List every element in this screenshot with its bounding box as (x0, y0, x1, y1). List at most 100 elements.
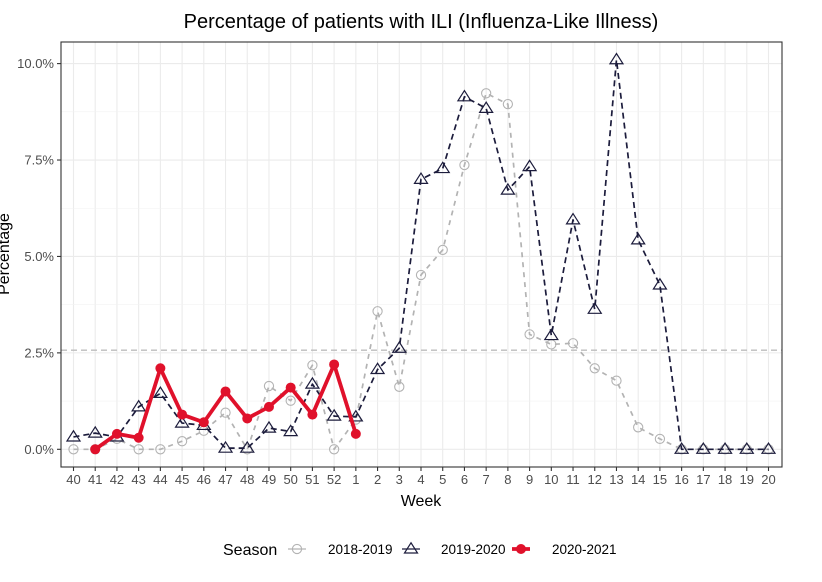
legend: Season 2018-2019 2019-2020 2020-2021 (223, 541, 617, 559)
point-2018-2019 (155, 444, 166, 455)
point-2018-2019 (133, 444, 144, 455)
legend-label: 2020-2021 (552, 542, 617, 557)
point-2018-2019 (220, 407, 231, 418)
point-2018-2019 (328, 444, 340, 455)
x-tick-label: 49 (262, 472, 276, 487)
point-2018-2019 (481, 88, 492, 99)
point-2019-2020 (456, 89, 473, 102)
point-2020-2021 (242, 413, 253, 424)
x-axis-title: Week (401, 493, 443, 510)
legend-label: 2018-2019 (328, 542, 393, 557)
series-line-2019-2020 (73, 58, 769, 451)
x-tick-label: 51 (305, 472, 319, 487)
point-2019-2020 (630, 232, 646, 245)
point-2019-2020 (326, 408, 342, 421)
x-tick-label: 48 (240, 472, 254, 487)
point-2020-2021 (111, 428, 122, 439)
point-2018-2019 (307, 360, 318, 371)
x-tick-label: 6 (461, 472, 468, 487)
point-2018-2019 (611, 375, 622, 386)
point-2018-2019 (68, 444, 79, 455)
point-2019-2020 (674, 441, 690, 454)
x-tick-label: 7 (483, 472, 490, 487)
x-tick-label: 46 (197, 472, 211, 487)
point-2019-2020 (500, 182, 516, 195)
point-2019-2020 (760, 441, 777, 454)
point-2018-2019 (415, 269, 427, 281)
y-tick-label: 7.5% (24, 153, 54, 168)
x-tick-label: 5 (439, 472, 446, 487)
x-tick-label: 19 (740, 472, 754, 487)
point-2018-2019 (567, 338, 579, 349)
x-tick-label: 9 (526, 472, 533, 487)
point-2019-2020 (174, 415, 190, 428)
point-2019-2020 (695, 441, 711, 454)
point-2019-2020 (65, 429, 82, 442)
point-2019-2020 (717, 441, 733, 454)
point-2019-2020 (348, 409, 364, 422)
x-tick-label: 45 (175, 472, 189, 487)
point-2019-2020 (283, 424, 299, 437)
y-tick-label: 10.0% (17, 56, 54, 71)
point-2019-2020 (217, 440, 234, 453)
point-2019-2020 (391, 340, 407, 353)
point-2019-2020 (521, 159, 538, 172)
x-tick-label: 3 (396, 472, 403, 487)
point-2020-2021 (133, 432, 144, 443)
point-2019-2020 (304, 376, 321, 389)
y-axis-title: Percentage (0, 213, 13, 295)
point-2019-2020 (652, 277, 668, 290)
x-tick-label: 8 (504, 472, 511, 487)
y-tick-label: 2.5% (24, 345, 54, 360)
x-tick-label: 42 (110, 472, 124, 487)
x-tick-label: 14 (631, 472, 645, 487)
point-2018-2019 (524, 329, 535, 340)
x-tick-label: 18 (718, 472, 732, 487)
point-2020-2021 (198, 417, 209, 428)
y-axis: 0.0% 2.5% 5.0% 7.5% 10.0% (17, 56, 61, 457)
x-tick-label: 4 (417, 472, 424, 487)
x-tick-label: 17 (696, 472, 710, 487)
point-2018-2019 (502, 98, 514, 110)
point-2019-2020 (369, 362, 386, 375)
x-tick-label: 40 (66, 472, 80, 487)
point-2020-2021 (177, 409, 188, 420)
point-2019-2020 (587, 301, 603, 314)
legend-label: 2019-2020 (441, 542, 506, 557)
x-tick-label: 50 (283, 472, 297, 487)
series-layer (65, 52, 777, 455)
point-2019-2020 (608, 52, 625, 65)
point-2020-2021 (307, 409, 318, 420)
point-2020-2021 (90, 444, 101, 455)
x-tick-label: 16 (674, 472, 688, 487)
point-2019-2020 (87, 425, 103, 438)
series-line-2018-2019 (73, 92, 769, 451)
x-tick-label: 52 (327, 472, 341, 487)
point-2018-2019 (176, 436, 188, 447)
point-2018-2019 (589, 363, 600, 374)
point-2020-2021 (263, 401, 274, 412)
point-2020-2021 (285, 382, 296, 393)
x-tick-label: 10 (544, 472, 558, 487)
point-2020-2021 (350, 428, 361, 439)
point-2018-2019 (285, 395, 296, 406)
series-2020-2021 (90, 359, 361, 455)
x-tick-label: 1 (352, 472, 359, 487)
x-tick-label: 15 (653, 472, 667, 487)
point-2020-2021 (155, 363, 166, 374)
point-2019-2020 (131, 399, 147, 412)
point-2019-2020 (478, 101, 494, 113)
point-2019-2020 (239, 440, 255, 453)
point-2019-2020 (152, 386, 168, 399)
point-2018-2019 (459, 159, 470, 171)
point-2018-2019 (263, 380, 275, 392)
point-2019-2020 (413, 171, 429, 184)
point-2019-2020 (565, 212, 581, 225)
point-2020-2021 (329, 359, 340, 370)
point-2019-2020 (543, 328, 559, 341)
point-2018-2019 (372, 306, 383, 317)
chart-title: Percentage of patients with ILI (Influen… (184, 11, 659, 33)
legend-key-marker (291, 543, 303, 555)
point-2018-2019 (633, 422, 644, 433)
